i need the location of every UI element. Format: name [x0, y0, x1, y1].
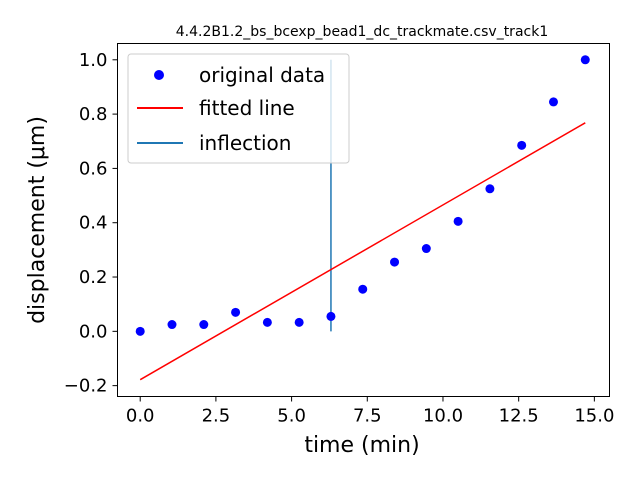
data-point: [485, 184, 495, 194]
x-axis-label: time (min): [304, 433, 419, 458]
data-point: [294, 317, 304, 327]
x-tick-label: 15.0: [574, 406, 614, 427]
x-tick-label: 10.0: [423, 406, 463, 427]
data-point: [262, 317, 272, 327]
legend-box: [127, 53, 350, 164]
y-tick-label: 0.2: [79, 267, 108, 288]
data-point: [548, 97, 558, 107]
data-point: [390, 257, 400, 267]
x-tick-label: 7.5: [353, 406, 382, 427]
y-axis-ticks: −0.2 0.0 0.2 0.4 0.6 0.8 1.0: [64, 50, 118, 397]
legend-label-original-data: original data: [199, 63, 325, 87]
data-point: [517, 140, 527, 150]
legend: original data fitted line inflection: [127, 53, 350, 164]
y-tick-label: 0.4: [79, 213, 108, 234]
x-tick-label: 12.5: [499, 406, 539, 427]
data-point: [199, 320, 209, 330]
x-axis-ticks: 0.0 2.5 5.0 7.5 10.0 12.5 15.0: [126, 396, 614, 427]
data-point: [135, 326, 145, 336]
data-point: [580, 55, 590, 65]
data-point: [167, 320, 177, 330]
fitted-line: [139, 122, 586, 381]
data-point: [231, 307, 241, 317]
y-tick-label: −0.2: [64, 376, 108, 397]
x-tick-label: 0.0: [126, 406, 155, 427]
legend-marker-original-data: [154, 70, 164, 80]
y-axis-label: displacement (μm): [25, 116, 50, 324]
legend-label-inflection: inflection: [199, 131, 291, 155]
y-tick-label: 1.0: [79, 50, 108, 71]
data-point: [326, 311, 336, 321]
plot-area: [135, 55, 590, 381]
y-tick-label: 0.0: [79, 321, 108, 342]
legend-label-fitted-line: fitted line: [199, 96, 295, 120]
y-tick-label: 0.8: [79, 104, 108, 125]
axes-frame: [117, 43, 610, 397]
y-tick-label: 0.6: [79, 158, 108, 179]
x-tick-label: 2.5: [202, 406, 231, 427]
data-point: [421, 244, 431, 254]
data-point: [453, 216, 463, 226]
x-tick-label: 5.0: [277, 406, 306, 427]
chart-title: 4.4.2B1.2_bs_bcexp_bead1_dc_trackmate.cs…: [176, 24, 548, 40]
data-point: [358, 284, 368, 294]
